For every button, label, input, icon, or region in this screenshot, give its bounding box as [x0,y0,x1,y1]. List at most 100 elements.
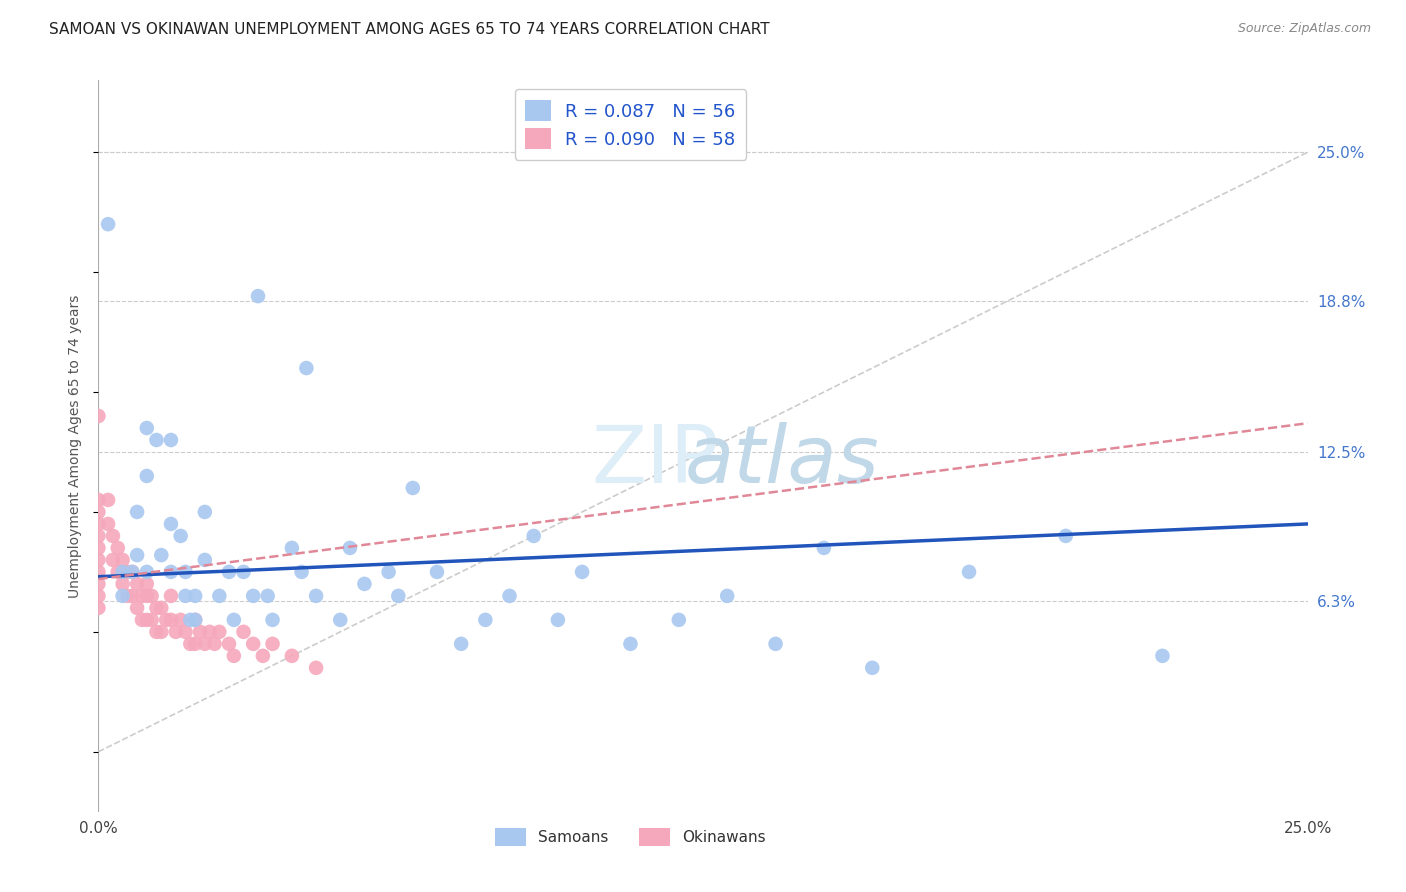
Point [145,433,167,447]
Point [252,648,274,663]
Point [184,613,207,627]
Point [107,565,129,579]
Point [127,505,149,519]
Point [121,565,143,579]
Point [813,541,835,555]
Point [101,529,124,543]
Point [242,637,264,651]
Point [184,637,207,651]
Point [160,516,183,531]
Point [571,565,593,579]
Point [281,541,304,555]
Point [179,613,201,627]
Point [198,624,221,639]
Point [87,516,110,531]
Point [765,637,787,651]
Point [174,565,197,579]
Point [262,637,284,651]
Point [387,589,409,603]
Point [353,577,375,591]
Point [957,565,980,579]
Point [135,577,157,591]
Point [194,505,217,519]
Point [474,613,496,627]
Point [290,565,312,579]
Point [87,505,110,519]
Point [165,624,187,639]
Point [498,589,520,603]
Point [127,600,149,615]
Text: atlas: atlas [685,422,879,500]
Point [256,589,278,603]
Point [127,577,149,591]
Point [155,613,177,627]
Point [242,589,264,603]
Point [111,577,134,591]
Point [141,589,163,603]
Point [619,637,641,651]
Point [222,613,245,627]
Point [262,613,284,627]
Point [135,613,157,627]
Point [97,492,120,507]
Point [117,589,139,603]
Point [160,589,183,603]
Y-axis label: Unemployment Among Ages 65 to 74 years: Unemployment Among Ages 65 to 74 years [69,294,83,598]
Point [402,481,425,495]
Point [87,565,110,579]
Point [121,589,143,603]
Point [232,624,254,639]
Point [87,577,110,591]
Point [716,589,738,603]
Point [150,600,173,615]
Point [305,589,328,603]
Point [222,648,245,663]
Point [523,529,546,543]
Point [135,589,157,603]
Text: Source: ZipAtlas.com: Source: ZipAtlas.com [1237,22,1371,36]
Point [169,529,191,543]
Legend: Samoans, Okinawans: Samoans, Okinawans [489,822,772,852]
Point [184,589,207,603]
Point [87,492,110,507]
Point [247,289,270,303]
Point [295,361,318,376]
Point [450,637,472,651]
Point [179,637,201,651]
Point [208,589,231,603]
Point [87,589,110,603]
Point [135,469,157,483]
Point [131,589,153,603]
Point [668,613,690,627]
Point [145,624,167,639]
Point [87,541,110,555]
Point [194,553,217,567]
Point [377,565,399,579]
Point [111,553,134,567]
Point [860,661,883,675]
Point [111,565,134,579]
Text: SAMOAN VS OKINAWAN UNEMPLOYMENT AMONG AGES 65 TO 74 YEARS CORRELATION CHART: SAMOAN VS OKINAWAN UNEMPLOYMENT AMONG AG… [49,22,770,37]
Point [131,613,153,627]
Point [135,565,157,579]
Point [111,589,134,603]
Text: ZIP: ZIP [591,422,718,500]
Point [174,589,197,603]
Point [127,548,149,562]
Point [101,553,124,567]
Point [97,516,120,531]
Point [339,541,361,555]
Point [160,565,183,579]
Point [169,613,191,627]
Point [204,637,226,651]
Point [117,565,139,579]
Point [160,433,183,447]
Point [1152,648,1174,663]
Point [194,637,217,651]
Point [87,600,110,615]
Point [145,600,167,615]
Point [281,648,304,663]
Point [87,529,110,543]
Point [232,565,254,579]
Point [160,613,183,627]
